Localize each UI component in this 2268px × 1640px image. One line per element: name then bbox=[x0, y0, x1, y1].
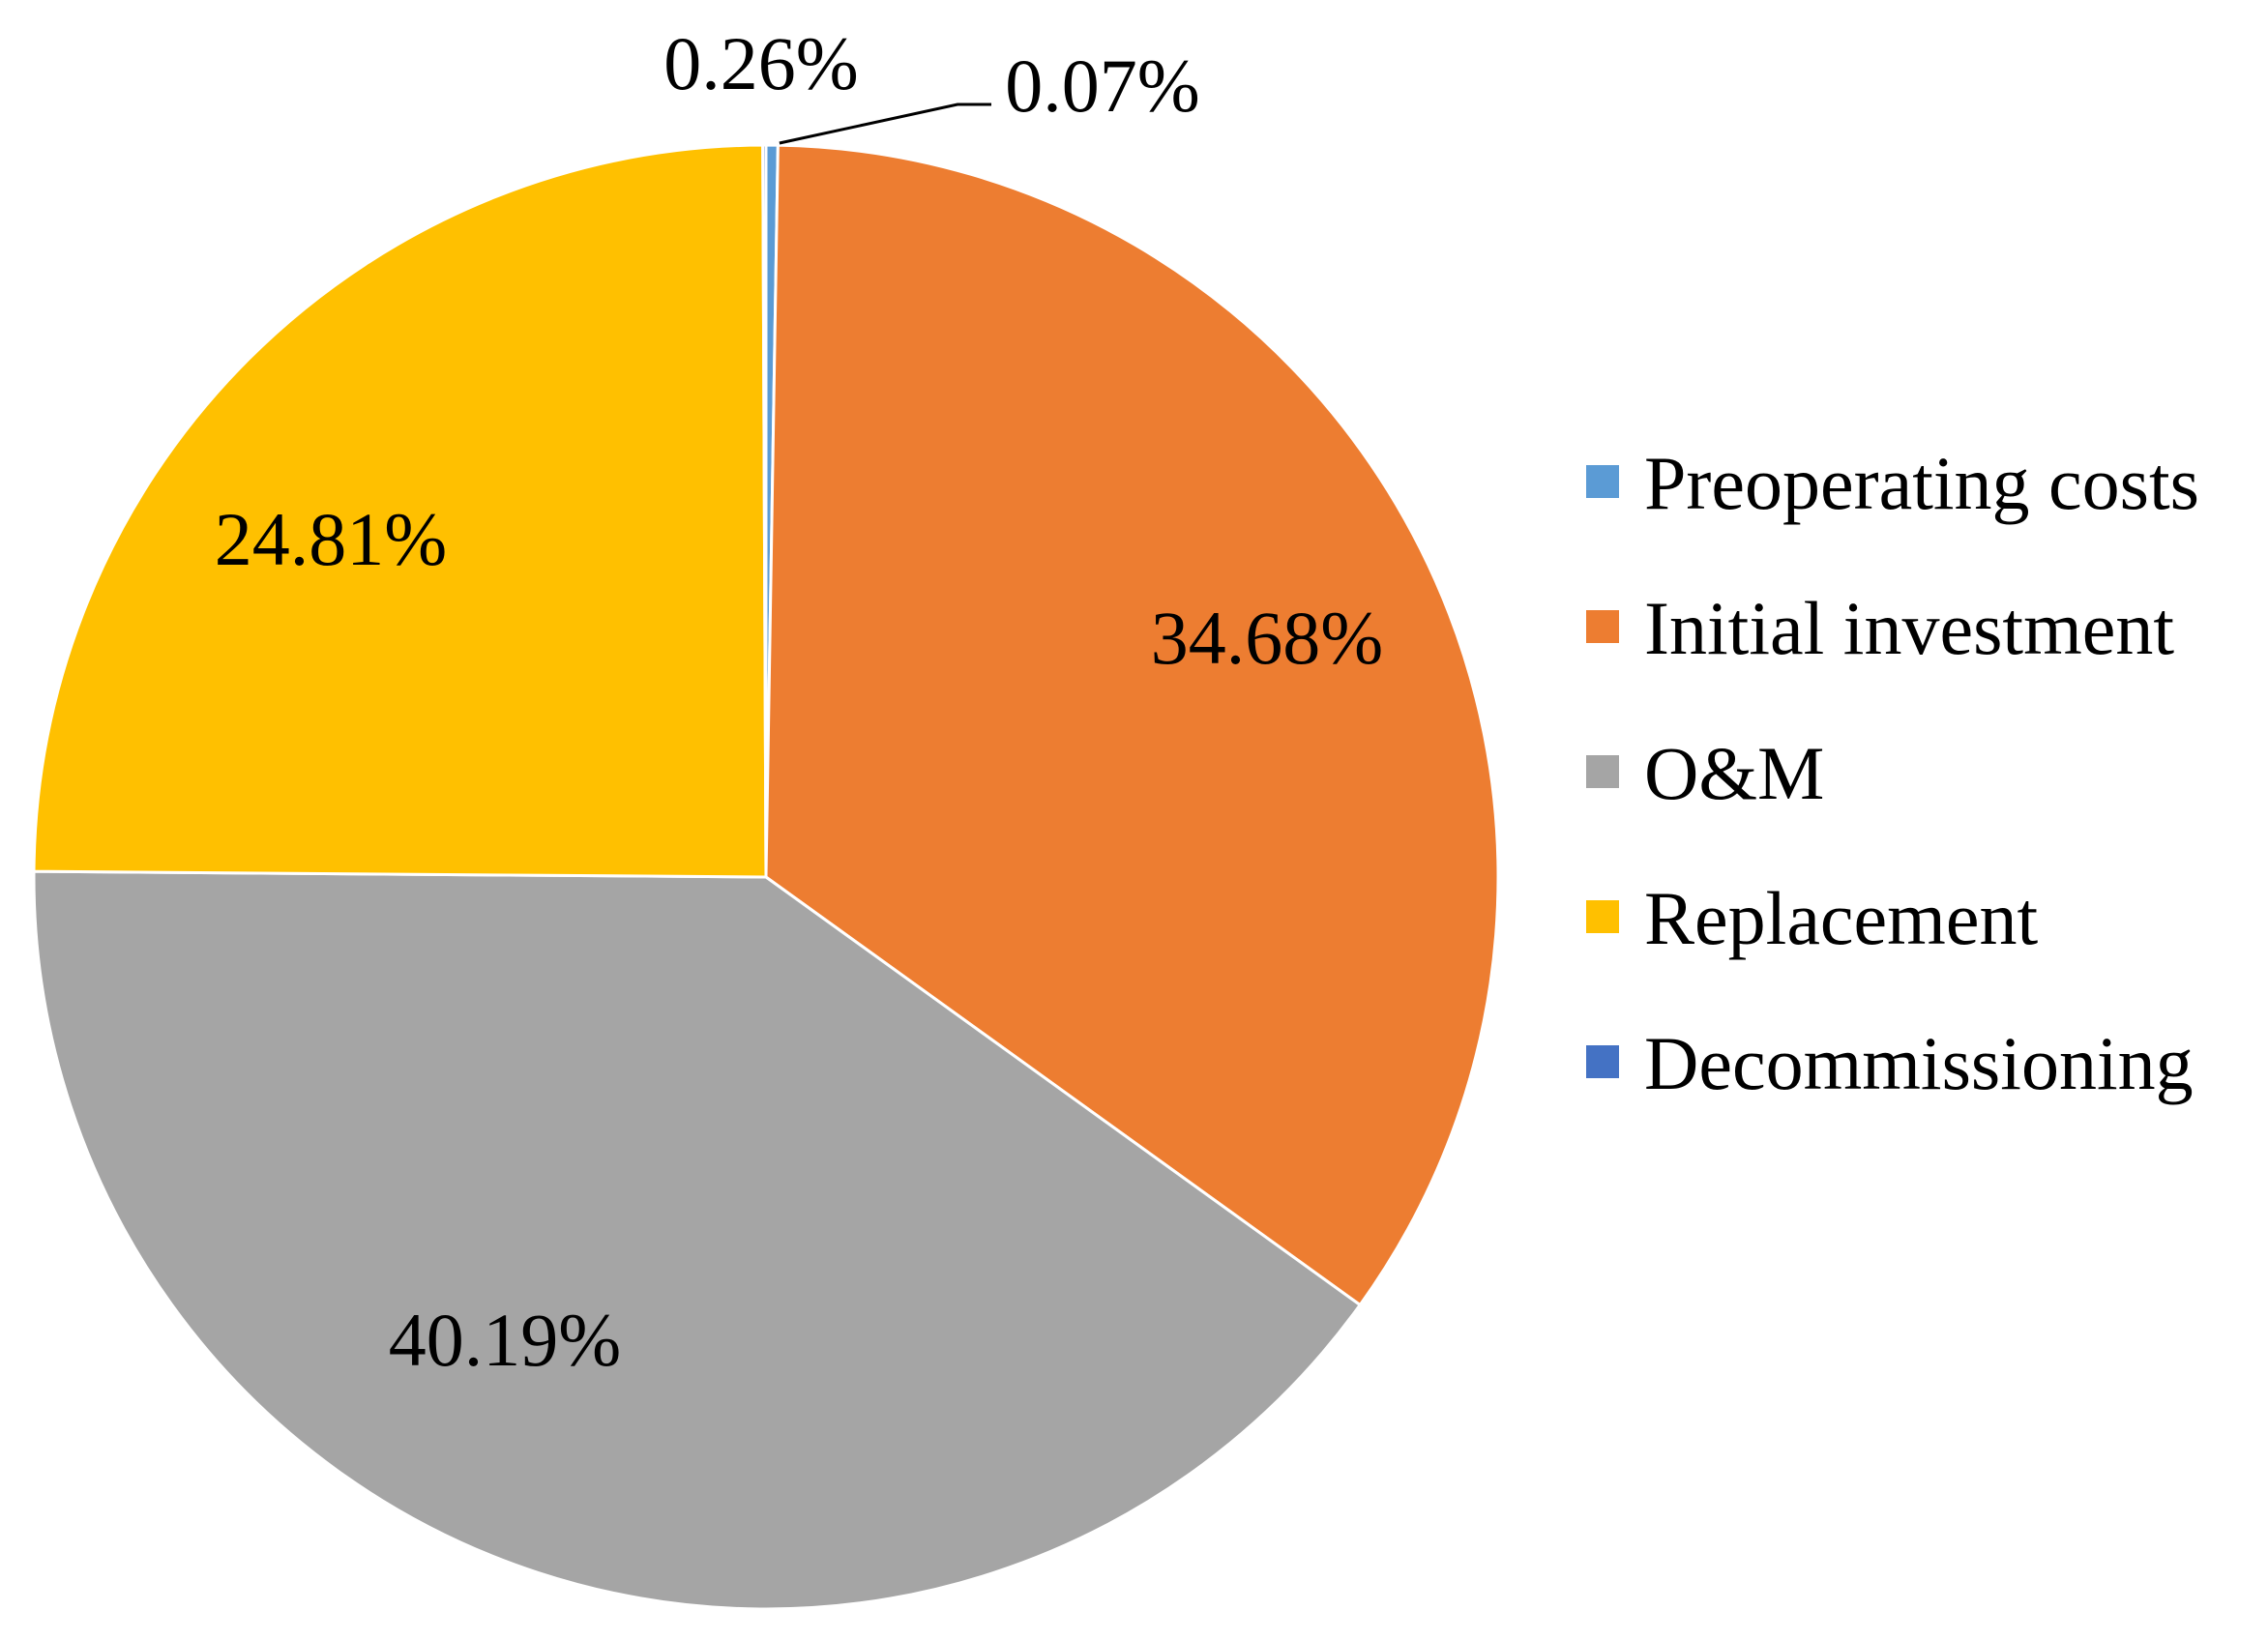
legend-item-decommissioning: Decommissioning bbox=[1586, 1021, 2194, 1105]
legend-swatch-replacement bbox=[1586, 900, 1619, 933]
legend-swatch-oandm bbox=[1586, 755, 1619, 788]
pie-slice-decommissioning bbox=[761, 143, 768, 878]
data-label-oandm: 40.19% bbox=[389, 1298, 621, 1382]
pie-slice-initial-investment bbox=[764, 143, 1500, 1307]
legend-item-oandm: O&M bbox=[1586, 731, 1824, 815]
data-label-decommissioning: 0.07% bbox=[1005, 44, 1199, 128]
legend-label-initial-investment: Initial investment bbox=[1644, 586, 2174, 670]
legend-label-oandm: O&M bbox=[1644, 731, 1824, 815]
legend-swatch-decommissioning bbox=[1586, 1045, 1619, 1078]
legend-label-preoperating-costs: Preoperating costs bbox=[1644, 441, 2199, 525]
data-labels: 0.26% 34.68% 40.19% 24.81% 0.07% bbox=[215, 21, 1383, 1382]
legend-item-initial-investment: Initial investment bbox=[1586, 586, 2174, 670]
data-label-replacement: 24.81% bbox=[215, 497, 447, 581]
legend-label-decommissioning: Decommissioning bbox=[1644, 1021, 2194, 1105]
legend-swatch-preoperating-costs bbox=[1586, 465, 1619, 498]
leader-lines bbox=[779, 102, 991, 145]
data-label-preoperating-costs: 0.26% bbox=[663, 21, 858, 105]
legend-label-replacement: Replacement bbox=[1644, 876, 2038, 960]
data-label-initial-investment: 34.68% bbox=[1151, 596, 1383, 680]
legend-item-replacement: Replacement bbox=[1586, 876, 2038, 960]
legend: Preoperating costs Initial investment O&M R… bbox=[1586, 441, 2199, 1105]
leader-line-decommissioning bbox=[779, 102, 991, 145]
pie-slice-replacement bbox=[32, 143, 768, 879]
pie-slices bbox=[32, 143, 1500, 1611]
legend-item-preoperating-costs: Preoperating costs bbox=[1586, 441, 2199, 525]
pie-slice-oandm bbox=[32, 869, 1363, 1611]
legend-swatch-initial-investment bbox=[1586, 610, 1619, 643]
